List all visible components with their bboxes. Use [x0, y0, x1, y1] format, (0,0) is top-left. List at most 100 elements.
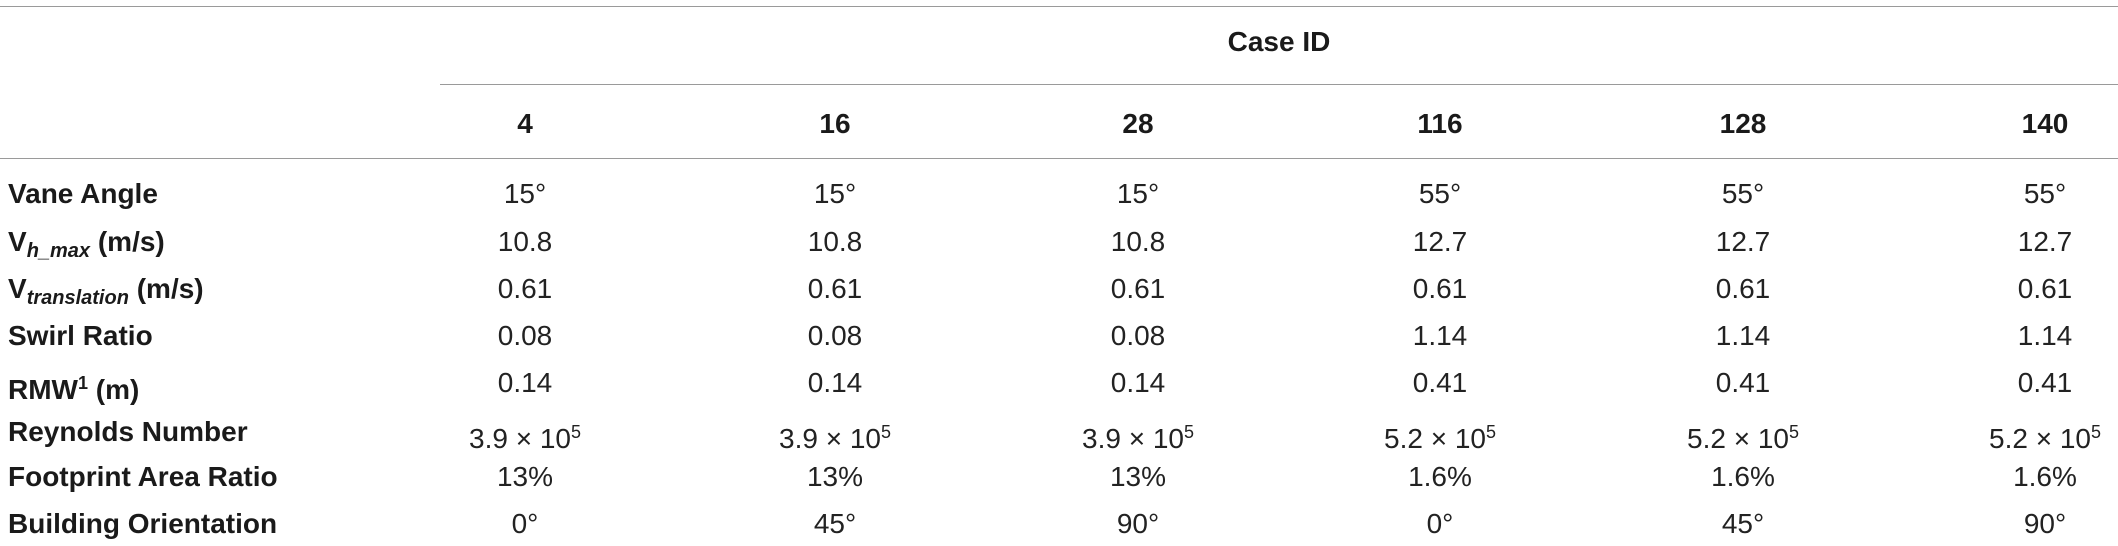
cell-value: 1.6%	[1408, 461, 1472, 492]
cell-value: 0.61	[1110, 273, 1166, 304]
cell-value: 15°	[1116, 178, 1160, 209]
cell-value: 5.2 × 10	[1687, 423, 1789, 454]
cell-value: 3.9 × 10	[469, 423, 571, 454]
table-cell: 13%	[1018, 457, 1258, 497]
cell-value: 12.7	[1715, 226, 1771, 257]
cell-exponent: 5	[2090, 422, 2101, 442]
cell-value: 13%	[806, 461, 864, 492]
table-cell: 5.2 × 105	[1320, 412, 1560, 454]
table-cell: 0.41	[1925, 363, 2118, 403]
table-cell: 0.61	[715, 269, 955, 309]
table-cell: 0.08	[1018, 316, 1258, 356]
table-cell: 0.41	[1320, 363, 1560, 403]
table-cell: 55°	[1623, 174, 1863, 214]
column-header-116: 116	[1417, 108, 1463, 139]
table-cell: 90°	[1018, 504, 1258, 544]
table-cell: 5.2 × 105	[1623, 412, 1863, 454]
table-cell: 0.61	[1925, 269, 2118, 309]
column-header-140: 140	[2021, 108, 2069, 139]
cell-value: 0.61	[2017, 273, 2073, 304]
row-label-superscript: 1	[77, 373, 88, 393]
table-cell: 0.61	[405, 269, 645, 309]
cell-exponent: 5	[880, 422, 891, 442]
cell-value: 15°	[813, 178, 857, 209]
cell-value: 1.14	[1715, 320, 1771, 351]
cell-value: 0.41	[1412, 367, 1468, 398]
cell-value: 0.61	[1715, 273, 1771, 304]
table-cell: 0.08	[715, 316, 955, 356]
table-cell: 0°	[405, 504, 645, 544]
cell-value: 1.14	[1412, 320, 1468, 351]
cell-value: 0°	[511, 508, 539, 539]
row-label-unit: (m)	[88, 374, 140, 405]
column-header-28: 28	[1122, 108, 1154, 139]
table-cell: 5.2 × 105	[1925, 412, 2118, 454]
cell-value: 3.9 × 10	[779, 423, 881, 454]
cell-value: 5.2 × 10	[1384, 423, 1486, 454]
cell-value: 15°	[503, 178, 547, 209]
table-cell: 55°	[1320, 174, 1560, 214]
table-cell: 1.14	[1925, 316, 2118, 356]
table-cell: 90°	[1925, 504, 2118, 544]
cell-value: 0.14	[807, 367, 863, 398]
row-label-unit: (m/s)	[128, 273, 204, 304]
table-cell: 0.61	[1623, 269, 1863, 309]
column-header-128: 128	[1719, 108, 1767, 139]
table-cell: 10.8	[715, 222, 955, 262]
table-cell: 0.14	[405, 363, 645, 403]
cell-value: 13%	[1109, 461, 1167, 492]
table-cell: 12.7	[1320, 222, 1560, 262]
case-id-header: Case ID	[1227, 26, 1331, 57]
cell-value: 90°	[2023, 508, 2067, 539]
table-cell: 3.9 × 105	[715, 412, 955, 454]
row-label-text: RMW	[8, 374, 78, 405]
row-label-text: Reynolds Number	[8, 416, 248, 447]
row-label-text: V	[8, 273, 27, 304]
cell-value: 55°	[1418, 178, 1462, 209]
cell-value: 0.41	[1715, 367, 1771, 398]
cell-value: 10.8	[1110, 226, 1166, 257]
table-cell: 12.7	[1925, 222, 2118, 262]
cell-value: 12.7	[2017, 226, 2073, 257]
cell-value: 0.61	[1412, 273, 1468, 304]
table-cell: 0.41	[1623, 363, 1863, 403]
table-cell: 1.6%	[1925, 457, 2118, 497]
cell-value: 0.08	[1110, 320, 1166, 351]
table-cell: 0.14	[1018, 363, 1258, 403]
cell-value: 12.7	[1412, 226, 1468, 257]
table-cell: 3.9 × 105	[1018, 412, 1258, 454]
cell-exponent: 5	[570, 422, 581, 442]
row-label-unit: (m/s)	[90, 226, 165, 257]
cell-value: 45°	[1721, 508, 1765, 539]
table-cell: 0.14	[715, 363, 955, 403]
cell-value: 1.14	[2017, 320, 2073, 351]
row-label-text: V	[8, 226, 27, 257]
row-label: Reynolds Number	[8, 412, 248, 452]
row-label-text: Swirl Ratio	[8, 320, 153, 351]
cell-value: 0.41	[2017, 367, 2073, 398]
cell-value: 1.6%	[2013, 461, 2077, 492]
table-cell: 15°	[715, 174, 955, 214]
table-cell: 0.61	[1320, 269, 1560, 309]
cell-value: 10.8	[497, 226, 553, 257]
cell-value: 3.9 × 10	[1082, 423, 1184, 454]
table-cell: 3.9 × 105	[405, 412, 645, 454]
table-cell: 0.08	[405, 316, 645, 356]
table-cell: 10.8	[405, 222, 645, 262]
row-label-text: Vane Angle	[8, 178, 158, 209]
cell-value: 45°	[813, 508, 857, 539]
row-label: Vane Angle	[8, 174, 158, 214]
cell-value: 1.6%	[1711, 461, 1775, 492]
column-header-4: 4	[517, 108, 533, 139]
cell-value: 0.61	[807, 273, 863, 304]
cell-value: 0.08	[807, 320, 863, 351]
cell-value: 0.14	[1110, 367, 1166, 398]
column-header-16: 16	[819, 108, 851, 139]
row-label-subscript: h_max	[26, 240, 91, 262]
cell-exponent: 5	[1485, 422, 1496, 442]
row-label: Vh_max (m/s)	[8, 222, 165, 262]
table-cell: 45°	[715, 504, 955, 544]
table-top-rule	[0, 6, 2118, 7]
table-cell: 0°	[1320, 504, 1560, 544]
table-cell: 10.8	[1018, 222, 1258, 262]
